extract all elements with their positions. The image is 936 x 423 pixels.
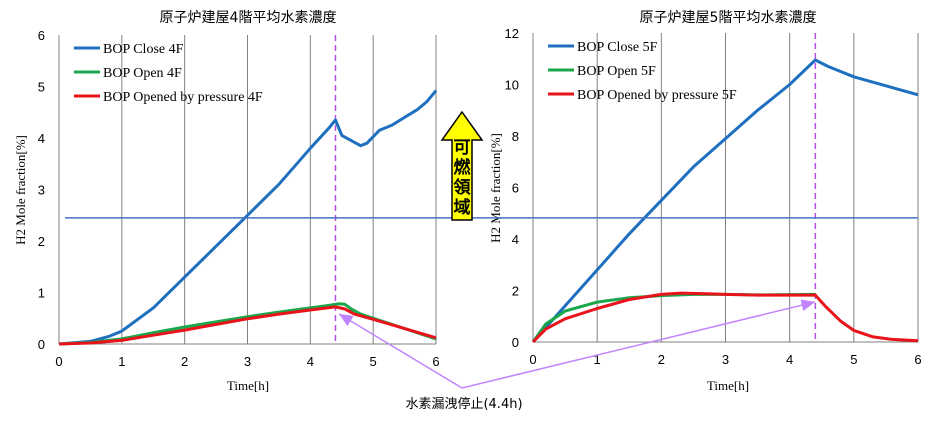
- x-tick-label: 1: [118, 354, 125, 369]
- y-tick-label: 2: [512, 284, 519, 299]
- y-tick-label: 0: [38, 337, 45, 352]
- y-axis-label-5f: H2 Mole fraction[%]: [488, 133, 503, 243]
- x-tick-label: 3: [244, 354, 251, 369]
- arrow-up-icon: [440, 110, 484, 221]
- chart-title-5f: 原子炉建屋5階平均水素濃度: [640, 10, 817, 26]
- chart-title-4f: 原子炉建屋4階平均水素濃度: [160, 10, 337, 26]
- y-tick-label: 2: [38, 234, 45, 249]
- flammable-region-arrow: 可 燃 領 域: [440, 110, 484, 221]
- x-axis-label-4f: Time[h]: [227, 378, 269, 393]
- x-tick-label: 4: [786, 352, 793, 367]
- legend-label: BOP Open 5F: [577, 64, 656, 79]
- series-line-3: [58, 305, 437, 346]
- leak-stop-pointers: [338, 299, 816, 389]
- x-tick-label: 1: [594, 352, 601, 367]
- y-tick-label: 3: [38, 183, 45, 198]
- y-tick-label: 1: [38, 286, 45, 301]
- x-tick-label: 0: [529, 352, 536, 367]
- x-tick-label: 4: [307, 354, 314, 369]
- x-tick-label: 0: [55, 354, 62, 369]
- y-tick-label: 4: [512, 232, 519, 247]
- y-tick-label: 8: [512, 129, 519, 144]
- y-tick-label: 10: [505, 78, 519, 93]
- flammable-char-3: 領: [454, 177, 472, 198]
- y-axis-label-4f: H2 Mole fraction[%]: [13, 135, 28, 245]
- y-tick-label: 5: [38, 80, 45, 95]
- legend-label: BOP Opened by pressure 5F: [577, 88, 737, 103]
- series-line-3: [531, 291, 919, 344]
- legend-label: BOP Close 4F: [103, 42, 184, 57]
- legend-label: BOP Open 4F: [103, 66, 182, 81]
- y-tick-label: 12: [505, 26, 519, 41]
- x-axis-label-5f: Time[h]: [707, 378, 749, 393]
- plot-4f: 0 1 2 3 4 5 6 0 1 2 3 4 5 6 BOP Close 4F BOP Open 4F BOP…: [38, 28, 440, 369]
- x-tick-label: 5: [850, 352, 857, 367]
- legend-label: BOP Opened by pressure 4F: [103, 90, 263, 105]
- legend-label: BOP Close 5F: [577, 40, 658, 55]
- y-tick-label: 4: [38, 131, 45, 146]
- x-tick-label: 5: [370, 354, 377, 369]
- y-tick-label: 6: [38, 28, 45, 43]
- x-tick-label: 6: [914, 352, 921, 367]
- y-tick-label: 0: [512, 335, 519, 350]
- x-tick-label: 6: [432, 354, 439, 369]
- flammable-char-4: 域: [454, 197, 471, 218]
- leak-stop-annotation: 水素漏洩停止(4.4h): [405, 396, 522, 412]
- series-line-1: [58, 89, 438, 346]
- x-tick-label: 3: [722, 352, 729, 367]
- flammable-char-2: 燃: [454, 157, 472, 178]
- series-line-2: [531, 292, 816, 343]
- pointer-left: [338, 313, 463, 389]
- x-tick-label: 2: [181, 354, 188, 369]
- y-tick-label: 6: [512, 181, 519, 196]
- series-line-1: [531, 58, 919, 343]
- pointer-right: [461, 299, 816, 389]
- flammable-char-1: 可: [454, 138, 471, 158]
- x-tick-label: 2: [658, 352, 665, 367]
